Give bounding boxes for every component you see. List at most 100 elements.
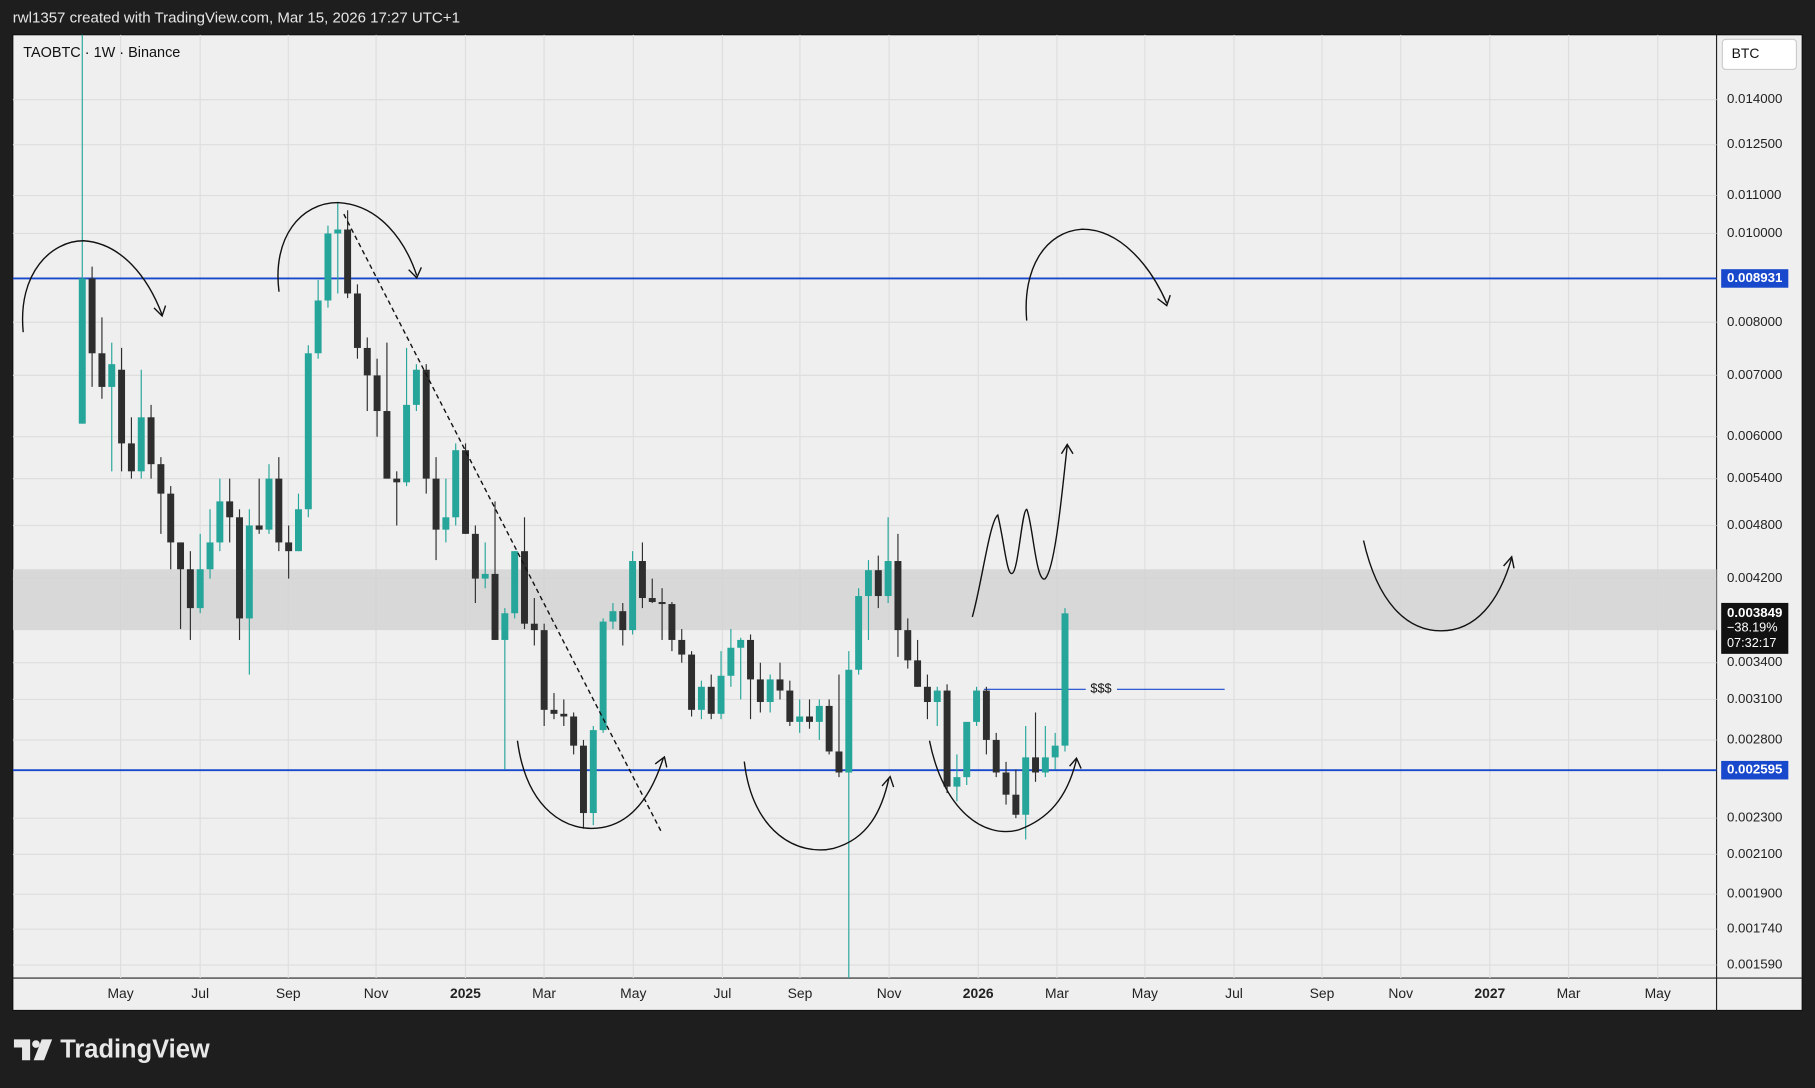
candle-body — [383, 411, 391, 479]
candle-body — [462, 450, 470, 534]
y-tick-label: 0.001740 — [1727, 921, 1782, 936]
candle-body — [353, 293, 361, 348]
candle-body — [963, 721, 971, 778]
candle-body — [1032, 757, 1039, 773]
x-tick-label: Mar — [1557, 985, 1581, 1001]
candle-body — [992, 739, 1000, 773]
arrowhead — [881, 775, 895, 788]
level-label-box — [1721, 760, 1789, 780]
candle-body — [806, 716, 813, 722]
candle-body — [678, 639, 686, 655]
candle-body — [167, 493, 175, 543]
candle-body — [1061, 613, 1069, 746]
candle-body — [707, 686, 715, 714]
x-tick-label: Mar — [532, 985, 556, 1001]
candle-body — [88, 278, 96, 354]
y-tick-label: 0.002100 — [1727, 846, 1782, 861]
candle-body — [324, 233, 332, 301]
candle-body — [216, 501, 224, 543]
x-tick-label: May — [1132, 985, 1158, 1001]
candle-body — [835, 751, 843, 773]
arrowhead — [1060, 443, 1074, 455]
arrowhead — [408, 267, 423, 279]
arc — [277, 201, 418, 292]
level-label-box — [1721, 269, 1789, 288]
candle-body — [658, 602, 666, 605]
candle-body — [373, 375, 381, 412]
last-price: 0.003849 — [1727, 605, 1782, 620]
annotation-text: $$$ — [1090, 681, 1111, 696]
candle-body — [334, 229, 342, 234]
x-tick-label: 2026 — [963, 985, 994, 1001]
y-tick-label: 0.004200 — [1727, 570, 1782, 585]
last-price-change: −38.19% — [1727, 620, 1778, 635]
zone — [12, 569, 1717, 631]
candle-body — [491, 573, 499, 640]
candle-body — [275, 478, 283, 543]
candle-body — [668, 604, 676, 640]
candle-body — [1041, 757, 1049, 773]
logo-mark — [13, 1039, 53, 1061]
candle-body — [982, 690, 990, 740]
candle-body — [265, 478, 273, 530]
candle-body — [147, 417, 155, 465]
candle-body — [177, 542, 185, 570]
candle-body — [570, 716, 578, 746]
candle-body — [403, 404, 411, 483]
trend-line — [343, 213, 663, 834]
x-tick-label: Jul — [714, 985, 732, 1001]
candle-body — [422, 369, 430, 479]
candle-body — [304, 353, 312, 510]
arrowhead — [1069, 756, 1082, 769]
x-tick-label: Nov — [877, 985, 902, 1001]
squiggle — [971, 445, 1068, 618]
candle-body — [511, 551, 519, 614]
candle-body — [236, 517, 243, 619]
candle-body — [98, 353, 106, 387]
candle-body — [196, 569, 204, 609]
candle-body — [796, 716, 804, 722]
candle-body — [530, 623, 538, 631]
candle-body — [186, 569, 194, 609]
candle-body — [747, 639, 755, 680]
candle-body — [638, 561, 646, 599]
candle-body — [471, 533, 479, 579]
y-tick-label: 0.001900 — [1727, 886, 1782, 901]
candle-body — [206, 542, 214, 570]
candle-body — [864, 570, 872, 597]
candle-body — [521, 551, 528, 624]
candle-body — [894, 561, 902, 631]
candle-body — [118, 369, 126, 444]
candle-body — [1022, 757, 1030, 815]
candle-body — [452, 450, 460, 518]
candle-body — [727, 647, 735, 676]
candle-body — [314, 300, 322, 354]
x-tick-label: May — [1645, 985, 1671, 1001]
x-tick-label: 2027 — [1474, 985, 1505, 1001]
candle-body — [884, 561, 892, 597]
candle-body — [481, 573, 489, 579]
candle-body — [589, 730, 597, 814]
candle-body — [255, 525, 263, 530]
candle-body — [560, 713, 568, 717]
candle-body — [933, 690, 941, 703]
candle-body — [599, 621, 607, 731]
x-tick-label: May — [620, 985, 646, 1001]
candle-body — [756, 679, 764, 703]
y-tick-label: 0.003100 — [1727, 691, 1782, 706]
level-label: 0.002595 — [1727, 762, 1783, 777]
x-tick-label: 2025 — [450, 985, 481, 1001]
curve — [743, 761, 890, 851]
countdown: 07:32:17 — [1727, 635, 1777, 650]
y-tick-label: 0.002800 — [1727, 731, 1782, 746]
footer-brand: TradingView — [60, 1036, 210, 1064]
candle-body — [619, 611, 627, 631]
x-tick-label: Mar — [1045, 985, 1069, 1001]
candle-body — [295, 509, 302, 552]
candle-body — [1051, 745, 1059, 758]
candle-body — [648, 598, 656, 603]
candle-body — [108, 364, 116, 387]
candle-body — [825, 705, 833, 752]
